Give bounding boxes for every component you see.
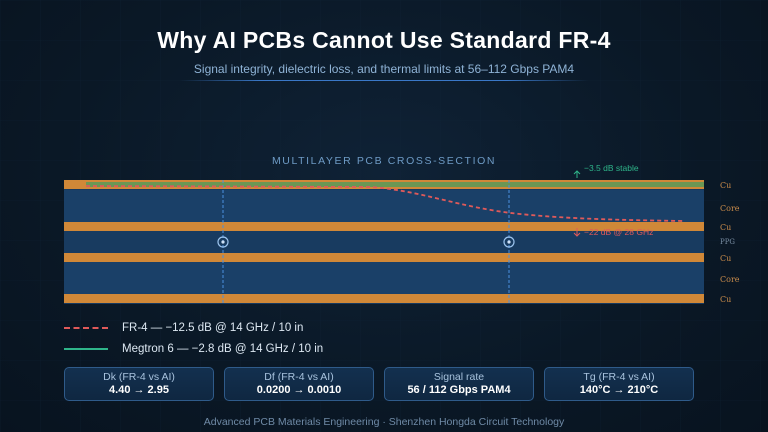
cross-section-label: MULTILAYER PCB CROSS-SECTION <box>271 155 497 167</box>
loss-annotation: −22 dB @ 28 GHz <box>584 227 654 237</box>
copper-layer-3 <box>64 253 704 262</box>
card-dk: Dk (FR-4 vs AI) 4.40 → 2.95 <box>64 367 214 401</box>
core-layer-bottom <box>64 262 704 294</box>
card-tg: Tg (FR-4 vs AI) 140°C → 210°C <box>544 367 694 401</box>
legend-megtron-label: Megtron 6 — −2.8 dB @ 14 GHz / 10 in <box>122 343 324 355</box>
stable-arrow <box>573 170 581 178</box>
card-df: Df (FR-4 vs AI) 0.0200 → 0.0010 <box>224 367 374 401</box>
card-df-label: Df (FR-4 vs AI) <box>264 371 334 383</box>
card-signal-rate-label: Signal rate <box>433 371 485 383</box>
layer-label-cu-2: Cu <box>720 223 732 232</box>
card-tg-value: 140°C → 210°C <box>579 384 659 396</box>
loss-arrow <box>573 228 581 237</box>
card-tg-label: Tg (FR-4 vs AI) <box>583 371 655 383</box>
page-subtitle: Signal integrity, dielectric loss, and t… <box>193 62 575 76</box>
via-pad-left-dot <box>221 240 225 244</box>
layer-label-cu-4: Cu <box>720 295 732 304</box>
legend-megtron: Megtron 6 — −2.8 dB @ 14 GHz / 10 in <box>64 343 323 355</box>
footer-credit: Advanced PCB Materials Engineering · She… <box>203 416 565 428</box>
layer-label-cu-3: Cu <box>720 254 732 263</box>
layer-label-core-2: Core <box>720 275 740 284</box>
legend-fr4-swatch <box>64 327 108 329</box>
subtitle-divider <box>180 80 588 81</box>
card-signal-rate: Signal rate 56 / 112 Gbps PAM4 <box>384 367 534 401</box>
spec-cards: Dk (FR-4 vs AI) 4.40 → 2.95 Df (FR-4 vs … <box>64 367 704 401</box>
layer-label-cu-1: Cu <box>720 181 732 190</box>
legend-fr4-label: FR-4 — −12.5 dB @ 14 GHz / 10 in <box>122 322 304 334</box>
via-pad-left <box>217 236 229 248</box>
via-pad-right-dot <box>507 240 511 244</box>
fr4-loss-curve <box>85 185 685 222</box>
card-df-value: 0.0200 → 0.0010 <box>256 384 342 396</box>
card-dk-value: 4.40 → 2.95 <box>109 384 169 396</box>
page-title: Why AI PCBs Cannot Use Standard FR-4 <box>157 27 611 53</box>
legend-megtron-swatch <box>64 348 108 350</box>
via-pad-right <box>503 236 515 248</box>
layer-label-core-1: Core <box>720 204 740 213</box>
card-signal-rate-value: 56 / 112 Gbps PAM4 <box>407 384 511 396</box>
copper-layer-4 <box>64 294 704 303</box>
card-dk-label: Dk (FR-4 vs AI) <box>103 371 175 383</box>
stable-annotation: −3.5 dB stable <box>584 163 639 173</box>
layer-label-ppg: PPG <box>720 238 736 246</box>
copper-layer-2 <box>64 222 704 231</box>
legend-fr4: FR-4 — −12.5 dB @ 14 GHz / 10 in <box>64 322 303 334</box>
core-layer-top <box>64 190 704 222</box>
